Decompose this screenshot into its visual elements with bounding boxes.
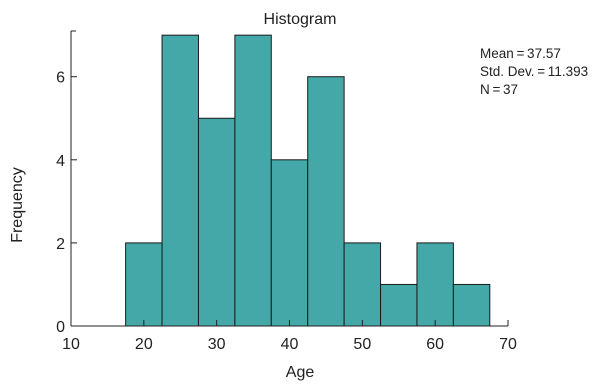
histogram-bar-6 bbox=[307, 76, 345, 327]
chart-title: Histogram bbox=[264, 11, 337, 28]
histogram-bar-7 bbox=[343, 242, 382, 327]
stats-box: Mean = 37.57 Std. Dev. = 11.393 N = 37 bbox=[480, 46, 588, 97]
x-tick-label: 70 bbox=[499, 336, 517, 353]
stats-mean: Mean = 37.57 bbox=[480, 46, 561, 61]
x-tick-label: 30 bbox=[208, 336, 226, 353]
histogram-bar-9 bbox=[416, 242, 454, 327]
histogram-bar-2 bbox=[161, 34, 199, 327]
bars-group bbox=[125, 34, 491, 327]
y-tick-label: 2 bbox=[56, 236, 65, 253]
x-tick-label: 60 bbox=[426, 336, 444, 353]
y-tick-label: 4 bbox=[56, 153, 65, 170]
histogram-bar-5 bbox=[270, 159, 309, 327]
histogram-bar-10 bbox=[452, 283, 491, 327]
x-tick-label: 20 bbox=[135, 336, 153, 353]
y-ticks: 0 2 4 6 bbox=[56, 70, 77, 336]
histogram-bar-3 bbox=[197, 117, 236, 327]
y-tick-label: 6 bbox=[56, 70, 65, 87]
histogram-bar-8 bbox=[380, 283, 418, 327]
x-tick-label: 50 bbox=[353, 336, 371, 353]
x-tick-label: 40 bbox=[281, 336, 299, 353]
x-axis-label: Age bbox=[286, 364, 315, 381]
x-ticks: 10 20 30 40 50 60 70 bbox=[62, 320, 517, 353]
y-axis-label: Frequency bbox=[9, 167, 26, 243]
stats-n: N = 37 bbox=[480, 82, 518, 97]
y-tick-label: 0 bbox=[56, 319, 65, 336]
stats-std-dev: Std. Dev. = 11.393 bbox=[480, 64, 588, 79]
x-tick-label: 10 bbox=[62, 336, 80, 353]
histogram-bar-4 bbox=[234, 34, 272, 327]
histogram-bar-1 bbox=[125, 242, 163, 327]
